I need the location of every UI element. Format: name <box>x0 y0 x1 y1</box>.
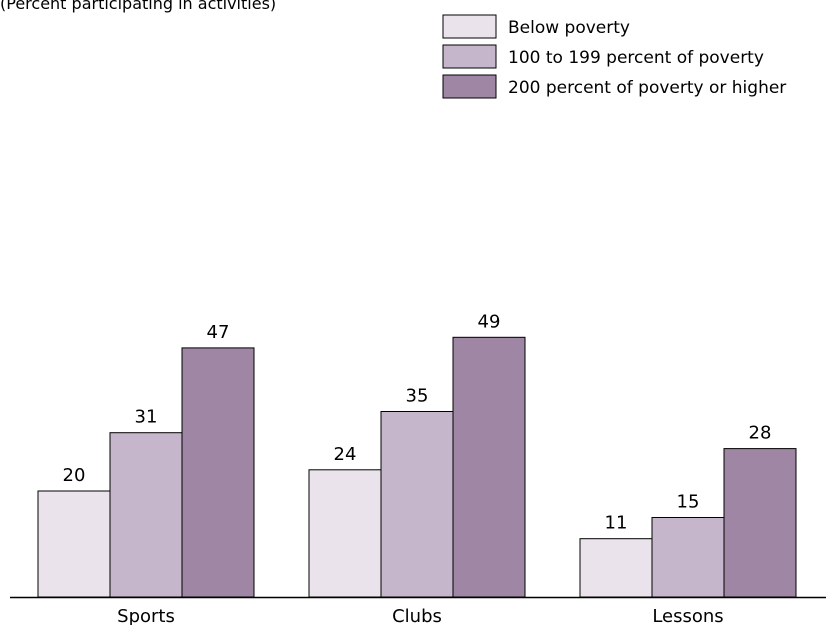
legend-label-100-to-199-percent-of-poverty: 100 to 199 percent of poverty <box>508 48 764 68</box>
legend-swatch-200-percent-of-poverty-or-higher <box>442 74 497 99</box>
bar-clubs-200-percent-of-poverty-or-higher <box>452 336 526 598</box>
value-label-clubs-200-percent-of-poverty-or-higher: 49 <box>478 311 501 332</box>
bar-lessons-100-to-199-percent-of-poverty <box>651 517 725 598</box>
legend-swatch-below-poverty <box>442 14 497 39</box>
legend-label-200-percent-of-poverty-or-higher: 200 percent of poverty or higher <box>508 78 786 98</box>
value-label-clubs-100-to-199-percent-of-poverty: 35 <box>406 386 429 407</box>
category-label-clubs: Clubs <box>392 606 442 625</box>
category-label-sports: Sports <box>117 606 175 625</box>
bar-lessons-below-poverty <box>579 538 653 598</box>
legend-label-below-poverty: Below poverty <box>508 18 630 38</box>
value-label-sports-100-to-199-percent-of-poverty: 31 <box>135 407 158 428</box>
bar-lessons-200-percent-of-poverty-or-higher <box>723 448 797 598</box>
bar-clubs-below-poverty <box>308 469 382 598</box>
value-label-clubs-below-poverty: 24 <box>334 444 357 465</box>
value-label-lessons-below-poverty: 11 <box>605 513 628 534</box>
bar-sports-200-percent-of-poverty-or-higher <box>181 347 255 598</box>
value-label-lessons-200-percent-of-poverty-or-higher: 28 <box>749 423 772 444</box>
value-label-sports-below-poverty: 20 <box>63 465 86 486</box>
legend-swatch-100-to-199-percent-of-poverty <box>442 44 497 69</box>
chart-subtitle: (Percent participating in activities) <box>0 0 277 13</box>
value-label-lessons-100-to-199-percent-of-poverty: 15 <box>677 492 700 513</box>
bar-sports-100-to-199-percent-of-poverty <box>109 432 183 598</box>
bar-sports-below-poverty <box>37 490 111 598</box>
value-label-sports-200-percent-of-poverty-or-higher: 47 <box>207 322 230 343</box>
bar-clubs-100-to-199-percent-of-poverty <box>380 411 454 598</box>
category-label-lessons: Lessons <box>652 606 723 625</box>
